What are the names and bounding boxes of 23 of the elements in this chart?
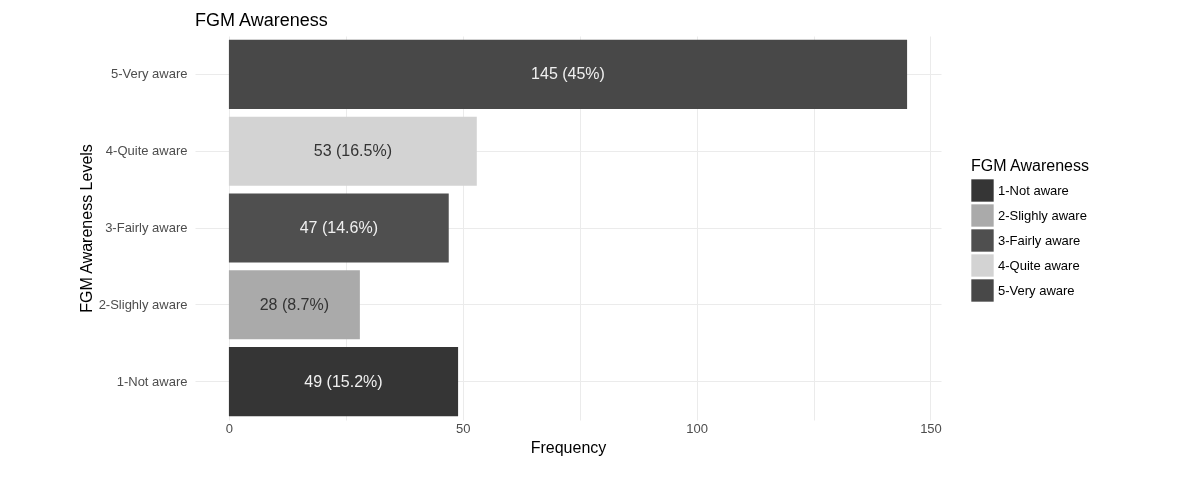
x-tick-label: 150 bbox=[920, 420, 942, 436]
legend-label: 3-Fairly aware bbox=[998, 232, 1081, 248]
data-label: 49 (15.2%) bbox=[304, 372, 383, 390]
y-tick-label: 4-Quite aware bbox=[105, 143, 188, 159]
x-tick-label: 0 bbox=[225, 420, 234, 436]
x-tick-label: 100 bbox=[686, 420, 708, 436]
y-axis-title: FGM Awareness Levels bbox=[77, 144, 95, 313]
data-label: 53 (16.5%) bbox=[313, 142, 392, 160]
legend-label: 5-Very aware bbox=[998, 282, 1075, 298]
y-tick-label: 3-Fairly aware bbox=[105, 220, 188, 235]
x-tick-label: 50 bbox=[456, 420, 471, 436]
x-axis-title: Frequency bbox=[530, 438, 607, 456]
data-label: 145 (45%) bbox=[531, 65, 605, 83]
chart-title: FGM Awareness bbox=[195, 10, 328, 30]
data-label: 28 (8.7%) bbox=[259, 295, 330, 313]
y-tick-label: 2-Slighly aware bbox=[98, 296, 188, 312]
legend-label: 1-Not aware bbox=[998, 182, 1069, 198]
legend-label: 2-Slighly aware bbox=[998, 207, 1087, 223]
y-tick-label: 1-Not aware bbox=[116, 373, 188, 389]
legend-label: 4-Quite aware bbox=[998, 257, 1080, 273]
y-tick-label: 5-Very aware bbox=[110, 66, 188, 82]
legend-title: FGM Awareness bbox=[971, 157, 1089, 174]
data-label: 47 (14.6%) bbox=[299, 219, 378, 236]
